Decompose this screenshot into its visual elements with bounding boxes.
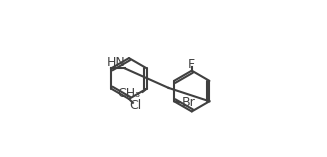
Text: Br: Br	[182, 96, 196, 109]
Text: Cl: Cl	[129, 99, 141, 112]
Text: F: F	[188, 58, 195, 71]
Text: HN: HN	[107, 56, 125, 68]
Text: CH₃: CH₃	[117, 87, 140, 100]
